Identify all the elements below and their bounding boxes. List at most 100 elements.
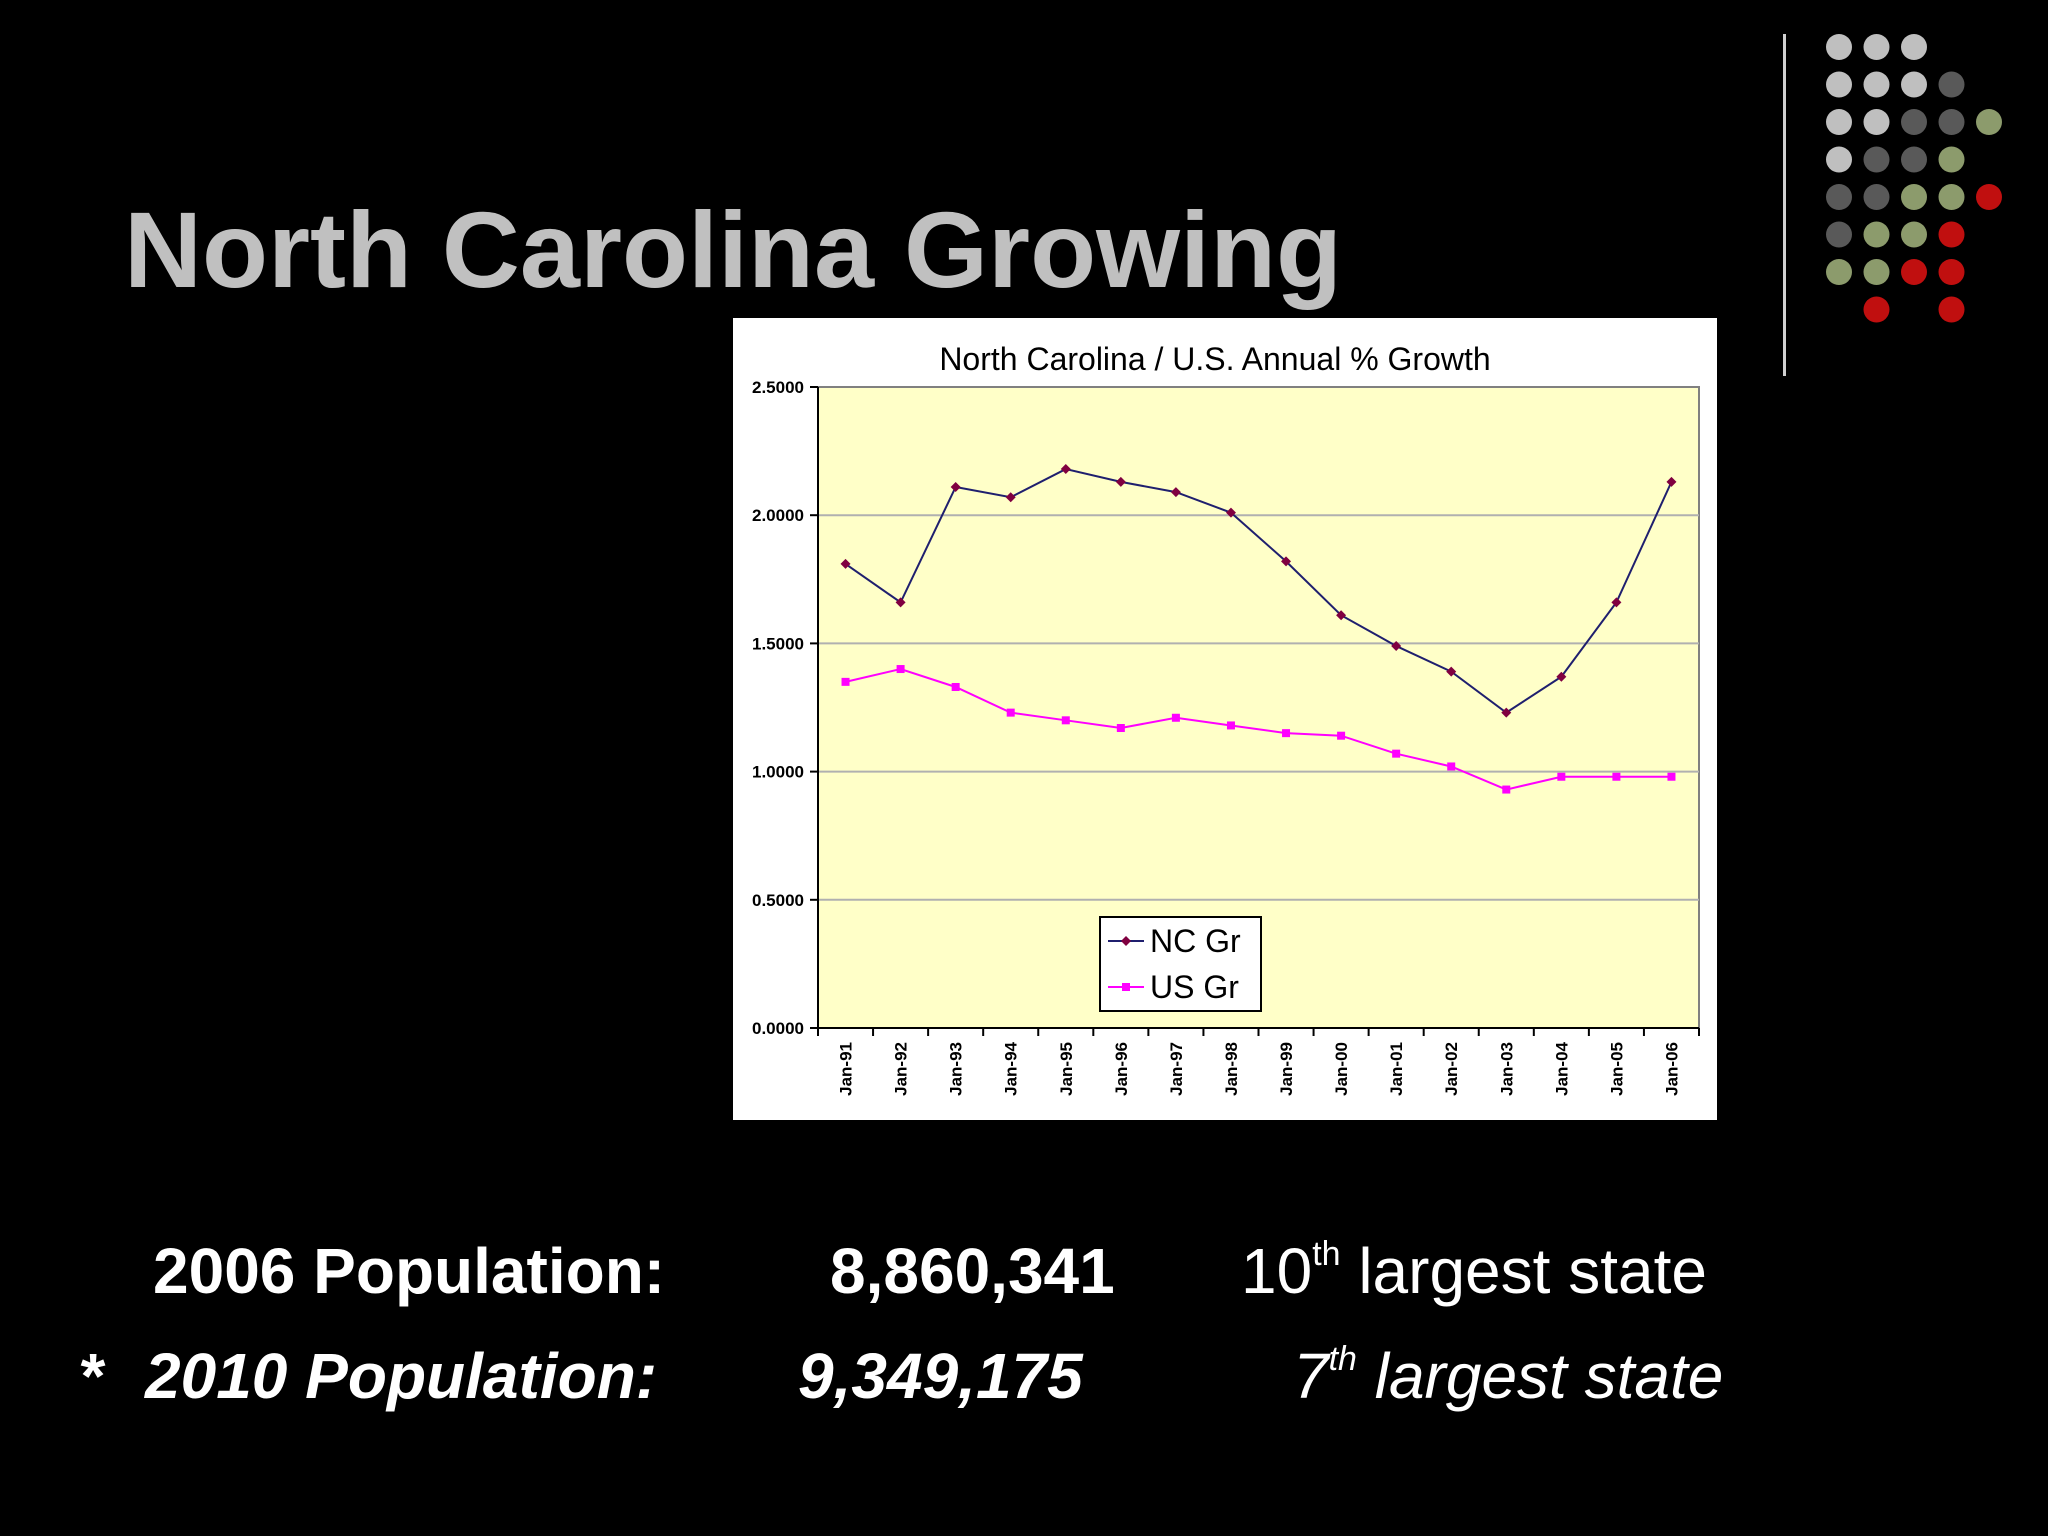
decorative-dot	[1826, 221, 1852, 248]
x-tick-label: Jan-93	[947, 1042, 966, 1096]
data-point	[1337, 731, 1346, 740]
grid-lines	[818, 514, 1699, 901]
decorative-dot	[1901, 71, 1927, 98]
data-point	[895, 597, 906, 608]
x-tick-label: Jan-98	[1222, 1042, 1241, 1096]
line-chart: North Carolina / U.S. Annual % Growth 0.…	[733, 318, 1717, 1120]
decorative-dot	[1863, 184, 1890, 210]
legend-box	[1099, 916, 1262, 1012]
data-point	[1612, 772, 1621, 781]
data-point	[1502, 785, 1511, 794]
x-tick-label: Jan-04	[1552, 1041, 1571, 1095]
decorative-dot	[1863, 34, 1890, 60]
decorative-dot	[1938, 146, 1965, 173]
decorative-dot	[1976, 109, 2002, 135]
decorative-dot	[1938, 259, 1965, 285]
series-line	[845, 668, 1672, 791]
decorative-dot	[1863, 259, 1890, 285]
x-tick-label: Jan-05	[1607, 1042, 1626, 1096]
decorative-dot	[1826, 34, 1852, 60]
data-point	[896, 665, 905, 674]
x-tick-label: Jan-01	[1387, 1042, 1406, 1096]
data-point	[1061, 716, 1070, 725]
decorative-dot	[1938, 184, 1965, 210]
data-point	[1391, 640, 1402, 651]
legend-marker	[1121, 936, 1131, 946]
decorative-dot	[1938, 296, 1965, 323]
y-tick-label: 2.5000	[752, 378, 804, 397]
legend-marker	[1122, 983, 1130, 991]
decorative-dot	[1901, 146, 1927, 173]
chart-legend: NC Gr US Gr	[1099, 916, 1262, 1012]
x-tick-label: Jan-92	[892, 1042, 911, 1096]
y-tick-label: 0.5000	[752, 891, 804, 910]
decorative-dot	[1826, 184, 1852, 210]
population-2010-rank-text: largest state	[1374, 1340, 1724, 1412]
data-point	[1282, 729, 1291, 738]
slide-title: North Carolina Growing	[124, 189, 1343, 310]
data-point	[1116, 724, 1125, 733]
x-tick-label: Jan-99	[1277, 1042, 1296, 1096]
data-point	[1447, 762, 1456, 771]
population-2010-rank-number: 7	[1293, 1340, 1329, 1412]
data-point	[840, 558, 851, 569]
legend-item: NC Gr	[1108, 923, 1241, 959]
decorative-dot	[1863, 221, 1890, 248]
data-point	[1226, 721, 1235, 730]
series-1	[841, 665, 1676, 794]
data-point	[841, 677, 850, 686]
data-point	[1392, 749, 1401, 758]
legend-label: NC Gr	[1150, 923, 1241, 959]
decorative-dot	[1938, 221, 1965, 248]
data-point	[1060, 464, 1071, 475]
y-tick-label: 0.0000	[752, 1019, 804, 1038]
data-point	[1005, 492, 1016, 503]
x-tick-label: Jan-02	[1442, 1042, 1461, 1096]
chart-title: North Carolina / U.S. Annual % Growth	[939, 341, 1490, 377]
population-2010-label: 2010 Population:	[145, 1340, 658, 1412]
decorative-dot	[1976, 184, 2002, 210]
legend-item: US Gr	[1108, 969, 1239, 1005]
x-tick-label: Jan-06	[1662, 1042, 1681, 1096]
data-point	[1171, 713, 1180, 722]
population-2010-prefix: *	[78, 1340, 103, 1412]
x-tick-label: Jan-94	[1002, 1041, 1021, 1095]
data-point	[1556, 671, 1567, 682]
data-point	[950, 481, 961, 492]
data-point	[1501, 707, 1512, 718]
y-tick-label: 1.5000	[752, 634, 804, 653]
x-tick-label: Jan-97	[1167, 1042, 1186, 1096]
series-lines	[840, 464, 1677, 794]
legend-label: US Gr	[1150, 969, 1239, 1005]
population-2006-value: 8,860,341	[830, 1235, 1115, 1307]
decorative-dot	[1826, 71, 1852, 98]
x-tick-label: Jan-96	[1112, 1042, 1131, 1096]
population-2006-rank-number: 10	[1241, 1235, 1313, 1307]
population-2006-label: 2006 Population:	[153, 1235, 666, 1307]
decorative-dot	[1826, 146, 1852, 173]
data-point	[1446, 666, 1457, 677]
population-2006-rank-suffix: th	[1312, 1235, 1341, 1273]
data-point	[1115, 476, 1126, 487]
decorative-dot	[1863, 109, 1890, 135]
series-line	[844, 467, 1673, 714]
population-2010-value: 9,349,175	[798, 1340, 1083, 1412]
data-point	[1225, 507, 1236, 518]
chart-svg: North Carolina / U.S. Annual % Growth 0.…	[752, 341, 1700, 1096]
data-point	[1281, 556, 1292, 567]
series-0	[840, 464, 1677, 718]
decorative-dot	[1863, 296, 1890, 323]
y-tick-label: 1.0000	[752, 763, 804, 782]
data-point	[1006, 708, 1015, 717]
axes: 0.0000 0.5000 1.0000 1.5000 2.0000 2.5000 Jan-…	[752, 378, 1700, 1096]
x-tick-label: Jan-00	[1332, 1042, 1351, 1096]
data-point	[1336, 610, 1347, 621]
population-2006-rank: 10th largest state	[1241, 1231, 1707, 1311]
data-point	[1611, 597, 1622, 608]
decorative-dot	[1901, 109, 1927, 135]
x-tick-label: Jan-91	[837, 1042, 856, 1096]
population-2010-rank: 7th largest state	[1293, 1336, 1723, 1416]
decorative-dot	[1863, 146, 1890, 173]
decorative-dot	[1863, 71, 1890, 98]
